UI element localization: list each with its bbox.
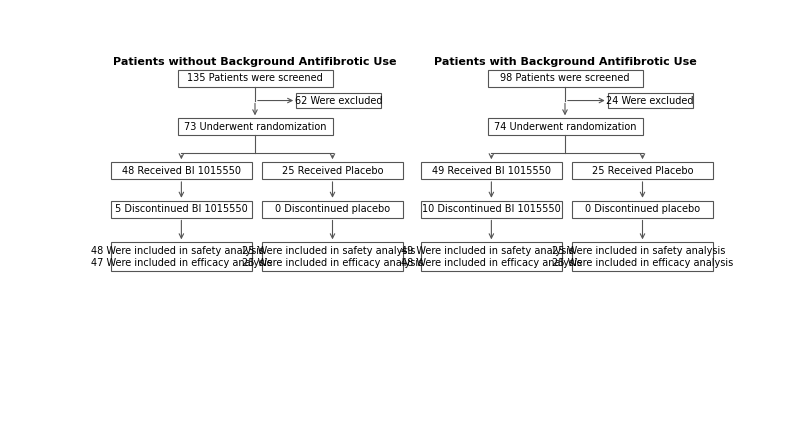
FancyBboxPatch shape (111, 162, 252, 179)
Text: 73 Underwent randomization: 73 Underwent randomization (184, 122, 326, 132)
FancyBboxPatch shape (111, 242, 252, 271)
FancyBboxPatch shape (421, 201, 562, 217)
Text: 0 Discontinued placebo: 0 Discontinued placebo (585, 204, 700, 214)
FancyBboxPatch shape (572, 201, 713, 217)
Text: 25 Were included in safety analysis
25 Were included in efficacy analysis: 25 Were included in safety analysis 25 W… (552, 246, 733, 268)
Text: 62 Were excluded: 62 Were excluded (295, 95, 382, 106)
Text: 49 Received BI 1015550: 49 Received BI 1015550 (432, 165, 551, 176)
FancyBboxPatch shape (296, 93, 382, 108)
Text: 48 Were included in safety analysis
47 Were included in efficacy analysis: 48 Were included in safety analysis 47 W… (91, 246, 272, 268)
Text: 49 Were included in safety analysis
48 Were included in efficacy analysis: 49 Were included in safety analysis 48 W… (401, 246, 582, 268)
Text: 135 Patients were screened: 135 Patients were screened (187, 73, 323, 83)
FancyBboxPatch shape (572, 162, 713, 179)
Text: 74 Underwent randomization: 74 Underwent randomization (494, 122, 636, 132)
Text: 5 Discontinued BI 1015550: 5 Discontinued BI 1015550 (115, 204, 248, 214)
FancyBboxPatch shape (262, 242, 403, 271)
FancyBboxPatch shape (608, 93, 693, 108)
Text: 25 Received Placebo: 25 Received Placebo (592, 165, 694, 176)
FancyBboxPatch shape (178, 70, 333, 87)
FancyBboxPatch shape (421, 242, 562, 271)
Text: 25 Were included in safety analysis
25 Were included in efficacy analysis: 25 Were included in safety analysis 25 W… (242, 246, 423, 268)
FancyBboxPatch shape (262, 201, 403, 217)
Text: 0 Discontinued placebo: 0 Discontinued placebo (275, 204, 390, 214)
FancyBboxPatch shape (487, 118, 642, 135)
FancyBboxPatch shape (178, 118, 333, 135)
Text: 48 Received BI 1015550: 48 Received BI 1015550 (122, 165, 241, 176)
FancyBboxPatch shape (572, 242, 713, 271)
FancyBboxPatch shape (487, 70, 642, 87)
Text: 25 Received Placebo: 25 Received Placebo (282, 165, 383, 176)
Text: 24 Were excluded: 24 Were excluded (606, 95, 694, 106)
Text: 98 Patients were screened: 98 Patients were screened (500, 73, 630, 83)
Text: Patients with Background Antifibrotic Use: Patients with Background Antifibrotic Us… (434, 57, 696, 67)
Text: 10 Discontinued BI 1015550: 10 Discontinued BI 1015550 (422, 204, 561, 214)
FancyBboxPatch shape (421, 162, 562, 179)
FancyBboxPatch shape (111, 201, 252, 217)
FancyBboxPatch shape (262, 162, 403, 179)
Text: Patients without Background Antifibrotic Use: Patients without Background Antifibrotic… (114, 57, 397, 67)
